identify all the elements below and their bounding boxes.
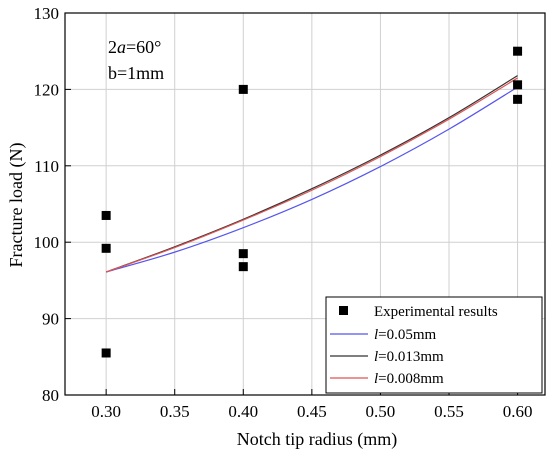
y-tick-label: 100 — [34, 233, 60, 252]
legend-label-experimental: Experimental results — [374, 304, 498, 320]
data-point — [238, 84, 248, 94]
x-tick-label: 0.35 — [160, 402, 190, 421]
x-tick-label: 0.30 — [91, 402, 121, 421]
legend: Experimental results l=0.05mm l=0.013mm … — [325, 296, 543, 394]
x-axis-title: Notch tip radius (mm) — [237, 429, 397, 450]
data-point — [513, 46, 523, 56]
legend-label-l005: l=0.05mm — [374, 327, 437, 343]
legend-box — [325, 296, 543, 394]
x-tick-label: 0.55 — [434, 402, 464, 421]
data-point — [101, 348, 111, 358]
data-point — [513, 94, 523, 104]
plot-frame — [64, 12, 546, 396]
x-tick-label: 0.60 — [503, 402, 533, 421]
data-point — [101, 210, 111, 220]
angle-annotation: 2a=60° — [108, 37, 161, 57]
y-tick-label: 120 — [34, 80, 60, 99]
series-line-3 — [105, 77, 518, 273]
thickness-annotation: b=1mm — [108, 63, 164, 83]
x-tick-label: 0.40 — [228, 402, 258, 421]
y-tick-label: 90 — [42, 310, 59, 329]
data-point — [238, 249, 248, 259]
x-tick-label: 0.50 — [366, 402, 396, 421]
y-tick-label: 80 — [42, 386, 59, 405]
series-line-1 — [105, 86, 518, 273]
y-tick-label: 110 — [34, 157, 59, 176]
legend-marker-experimental — [339, 306, 348, 315]
y-axis-title: Fracture load (N) — [6, 143, 27, 268]
experimental-points — [101, 46, 523, 358]
data-point — [513, 80, 523, 90]
model-lines — [105, 75, 518, 273]
y-tick-label: 130 — [34, 4, 60, 23]
series-line-2 — [105, 75, 518, 273]
legend-label-l0013: l=0.013mm — [374, 349, 444, 365]
data-point — [101, 243, 111, 253]
axis-ticks: 0.30 0.35 0.40 0.45 0.50 0.55 0.60 80 90 100 110 12… — [34, 4, 533, 421]
x-tick-label: 0.45 — [297, 402, 327, 421]
legend-label-l0008: l=0.008mm — [374, 371, 444, 387]
data-point — [238, 262, 248, 272]
